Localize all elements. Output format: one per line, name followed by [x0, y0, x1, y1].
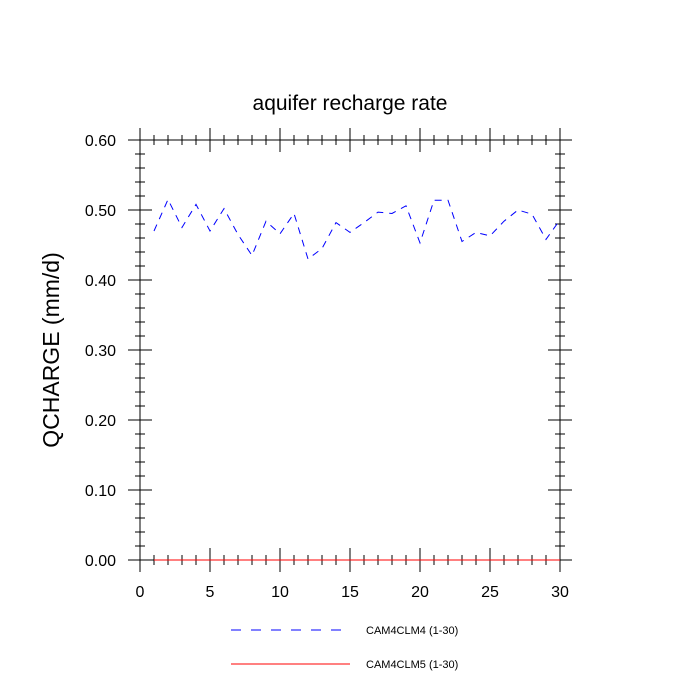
y-tick-label: 0.20	[85, 413, 116, 430]
series-line-1	[153, 198, 561, 260]
y-tick-label: 0.30	[85, 343, 116, 360]
legend-label-2: CAM4CLM5 (1-30)	[366, 659, 458, 671]
x-tick-label: 25	[481, 584, 499, 601]
y-tick-label: 0.00	[85, 553, 116, 570]
legend-label-1: CAM4CLM4 (1-30)	[366, 625, 458, 637]
axis-ticks	[128, 128, 572, 572]
y-tick-label: 0.60	[85, 133, 116, 150]
y-tick-label: 0.50	[85, 203, 116, 220]
data-series	[153, 198, 561, 561]
tick-labels: 0 5 10 15 20 25 30 0.00 0.10 0.20 0.30 0.40 0.50 0.60	[85, 133, 569, 601]
x-tick-label: 0	[136, 584, 145, 601]
x-tick-label: 15	[341, 584, 359, 601]
y-axis-label: QCHARGE (mm/d)	[38, 252, 64, 448]
y-tick-label: 0.10	[85, 483, 116, 500]
legend: CAM4CLM4 (1-30) CAM4CLM5 (1-30)	[231, 625, 458, 671]
y-tick-label: 0.40	[85, 273, 116, 290]
chart-title: aquifer recharge rate	[253, 92, 448, 115]
x-tick-label: 30	[551, 584, 569, 601]
x-tick-label: 5	[206, 584, 215, 601]
x-tick-label: 20	[411, 584, 429, 601]
x-tick-label: 10	[271, 584, 289, 601]
plot-frame	[139, 139, 561, 561]
